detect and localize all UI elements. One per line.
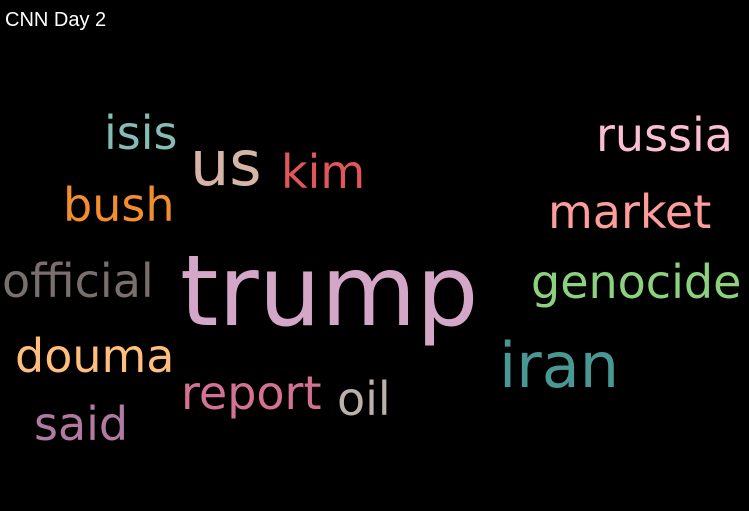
word-russia[interactable]: russia bbox=[596, 108, 733, 162]
word-genocide[interactable]: genocide bbox=[531, 255, 742, 309]
word-official[interactable]: official bbox=[2, 254, 154, 308]
word-report[interactable]: report bbox=[181, 366, 322, 420]
word-trump[interactable]: trump bbox=[180, 235, 479, 349]
sheet-title: CNN Day 2 bbox=[5, 9, 107, 31]
word-douma[interactable]: douma bbox=[15, 329, 175, 383]
word-iran[interactable]: iran bbox=[499, 329, 620, 402]
word-bush[interactable]: bush bbox=[63, 178, 175, 232]
word-market[interactable]: market bbox=[548, 185, 712, 239]
word-oil[interactable]: oil bbox=[337, 372, 391, 426]
word-isis[interactable]: isis bbox=[104, 106, 178, 160]
word-us[interactable]: us bbox=[190, 127, 262, 200]
word-kim[interactable]: kim bbox=[281, 145, 366, 199]
word-said[interactable]: said bbox=[34, 397, 129, 451]
